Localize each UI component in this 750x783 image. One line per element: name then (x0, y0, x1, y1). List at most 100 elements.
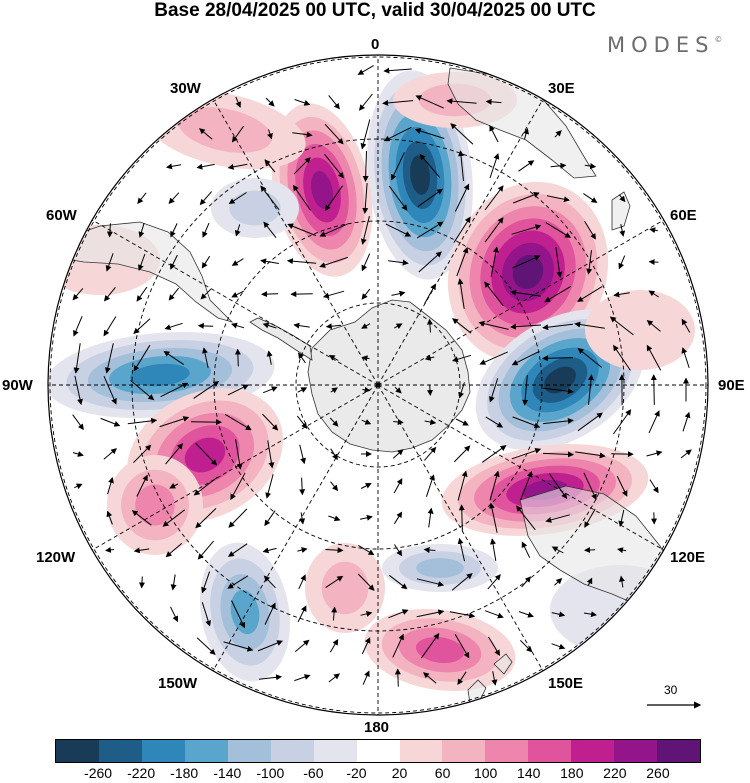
wind-arrow (127, 417, 158, 425)
colorbar-bin (399, 740, 443, 762)
wind-arrow (618, 509, 625, 527)
wind-arrow (73, 343, 81, 374)
wind-arrow (231, 322, 245, 329)
wind-arrow (577, 347, 603, 368)
wind-arrow (511, 350, 540, 366)
wind-arrow (543, 417, 574, 425)
wind-arrow (195, 508, 217, 529)
wind-arrow (261, 291, 279, 298)
wind-arrow (319, 223, 348, 237)
wind-arrow (165, 543, 183, 558)
wind-arrow (358, 93, 373, 111)
wind-arrow (575, 451, 606, 459)
wind-arrow (133, 444, 152, 464)
wind-arrow (201, 255, 211, 269)
wind-arrow (193, 381, 220, 399)
wind-arrow (488, 636, 501, 656)
meridian-line (91, 384, 379, 551)
wind-arrow (577, 412, 603, 432)
wind-arrow (511, 224, 542, 235)
wind-arrow (265, 97, 275, 107)
wind-arrow (546, 195, 570, 203)
wind-arrow (357, 65, 374, 75)
wind-arrow (542, 355, 574, 362)
wind-arrow (523, 127, 529, 140)
positive-anomaly-contour (135, 484, 175, 526)
wind-arrow (103, 376, 117, 405)
wind-arrow (419, 153, 441, 178)
wind-arrow (299, 444, 306, 465)
wind-arrow (586, 577, 593, 586)
lon-label-90w: 90W (2, 377, 33, 394)
wind-arrow (330, 387, 338, 394)
wind-arrow (298, 352, 306, 364)
wind-arrow (488, 502, 498, 533)
wind-arrow (451, 573, 473, 591)
wind-arrow (228, 508, 248, 528)
wind-arrow (227, 163, 248, 170)
colorbar-tick-label: -140 (213, 765, 242, 781)
wind-arrow (324, 123, 344, 145)
colorbar-tick-label: -220 (127, 765, 156, 781)
wind-arrow (168, 192, 180, 205)
lon-label-60e: 60E (670, 207, 697, 224)
wind-arrow (159, 416, 190, 428)
wind-arrow (105, 253, 114, 272)
wind-arrow (298, 574, 306, 590)
wind-arrow (361, 253, 371, 272)
wind-arrow (136, 286, 148, 302)
wind-arrow (393, 418, 404, 425)
wind-arrow (479, 351, 508, 365)
wind-arrow (361, 355, 370, 362)
wind-arrow (457, 278, 465, 309)
wind-arrow (299, 477, 306, 496)
wind-vectors (72, 65, 692, 687)
colorbar-tick-label: 100 (473, 765, 498, 781)
wind-arrow (649, 479, 659, 494)
wind-arrow (286, 258, 317, 265)
wind-arrow (231, 258, 244, 266)
wind-arrow (235, 439, 243, 470)
colorbar-bin (657, 740, 701, 762)
wind-arrow (359, 514, 373, 521)
meridian-line (377, 384, 665, 551)
wind-arrow (264, 602, 276, 625)
lon-label-0: 0 (371, 36, 380, 53)
wind-arrow (260, 185, 280, 211)
wind-arrow (392, 633, 404, 658)
wind-arrow (294, 99, 311, 106)
wind-arrow (487, 574, 501, 590)
meridian-line (377, 219, 665, 386)
wind-arrow (490, 246, 499, 277)
wind-arrow (548, 473, 568, 500)
wind-arrow (324, 153, 345, 179)
wind-arrow (197, 540, 214, 560)
wind-arrow (231, 600, 246, 629)
wind-arrow (489, 153, 500, 179)
wind-arrow (196, 163, 215, 170)
wind-arrow (297, 387, 308, 393)
lon-label-120e: 120E (670, 549, 706, 566)
positive-anomaly-contour (585, 290, 695, 370)
wind-arrow (328, 95, 340, 110)
wind-arrow (297, 605, 307, 623)
wind-arrow (231, 290, 245, 298)
wind-arrow (296, 415, 308, 429)
wind-arrow (199, 191, 212, 206)
wind-arrow (136, 474, 148, 497)
wind-arrow (584, 547, 596, 553)
wind-arrow (361, 637, 371, 655)
wind-arrow (100, 417, 121, 427)
wind-arrow (485, 98, 502, 105)
wind-arrow (362, 150, 369, 182)
wind-arrow (519, 639, 533, 653)
wind-arrow (388, 609, 409, 619)
wind-arrow (362, 182, 369, 214)
wind-arrow (455, 418, 469, 426)
colorbar-bin (270, 740, 314, 762)
wind-arrow (383, 67, 412, 74)
wind-arrow (360, 610, 373, 617)
wind-arrow (521, 541, 531, 558)
wind-arrow (262, 322, 277, 329)
wind-arrow (388, 574, 408, 590)
